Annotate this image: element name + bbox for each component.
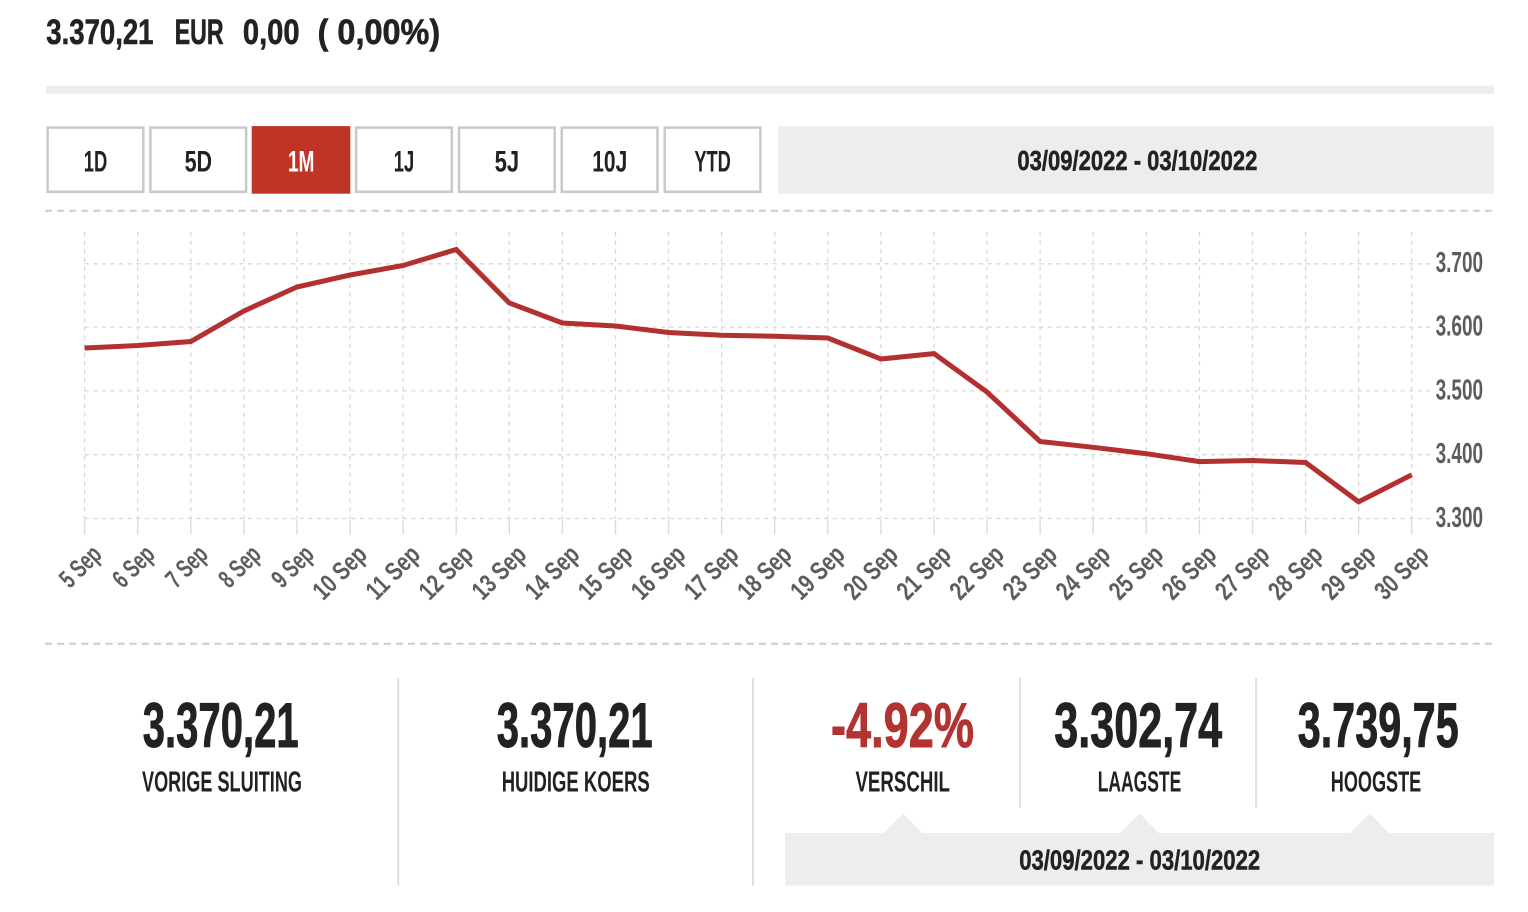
svg-text:21 Sep: 21 Sep — [890, 539, 956, 605]
svg-text:20 Sep: 20 Sep — [837, 539, 903, 605]
svg-text:3.300: 3.300 — [1436, 502, 1484, 534]
svg-text:8 Sep: 8 Sep — [212, 539, 266, 593]
svg-text:13 Sep: 13 Sep — [466, 539, 532, 605]
svg-text:1M: 1M — [288, 146, 315, 179]
svg-text:VORIGE SLUITING: VORIGE SLUITING — [142, 767, 302, 799]
svg-text:VERSCHIL: VERSCHIL — [855, 767, 950, 799]
svg-text:3.370,21: 3.370,21 — [497, 691, 653, 761]
svg-text:23 Sep: 23 Sep — [996, 539, 1062, 605]
svg-text:3.700: 3.700 — [1436, 247, 1484, 279]
svg-text:3.302,74: 3.302,74 — [1054, 691, 1222, 761]
svg-text:29 Sep: 29 Sep — [1315, 539, 1381, 605]
svg-text:18 Sep: 18 Sep — [731, 539, 797, 605]
svg-text:30 Sep: 30 Sep — [1368, 539, 1434, 605]
svg-text:3.370,21: 3.370,21 — [46, 13, 153, 52]
svg-text:11 Sep: 11 Sep — [359, 539, 425, 605]
svg-text:YTD: YTD — [694, 146, 731, 179]
svg-text:26 Sep: 26 Sep — [1156, 539, 1222, 605]
svg-text:19 Sep: 19 Sep — [784, 539, 850, 605]
svg-text:28 Sep: 28 Sep — [1262, 539, 1328, 605]
svg-text:LAAGSTE: LAAGSTE — [1098, 767, 1182, 799]
svg-text:7 Sep: 7 Sep — [159, 539, 213, 593]
svg-text:1D: 1D — [84, 146, 108, 179]
svg-text:3.600: 3.600 — [1436, 311, 1484, 343]
svg-text:17 Sep: 17 Sep — [678, 539, 744, 605]
svg-text:03/09/2022 - 03/10/2022: 03/09/2022 - 03/10/2022 — [1019, 845, 1260, 876]
svg-text:6 Sep: 6 Sep — [106, 539, 160, 593]
svg-text:3.500: 3.500 — [1436, 374, 1484, 406]
svg-text:5 Sep: 5 Sep — [53, 539, 107, 593]
svg-text:3.400: 3.400 — [1436, 438, 1484, 470]
svg-text:12 Sep: 12 Sep — [412, 539, 478, 605]
svg-text:1J: 1J — [394, 146, 415, 179]
svg-text:( 0,00%): ( 0,00%) — [318, 13, 441, 52]
svg-text:27 Sep: 27 Sep — [1209, 539, 1275, 605]
svg-text:16 Sep: 16 Sep — [625, 539, 691, 605]
svg-text:EUR: EUR — [175, 13, 224, 52]
svg-text:0,00: 0,00 — [243, 13, 300, 52]
svg-text:5J: 5J — [495, 146, 520, 179]
svg-text:3.370,21: 3.370,21 — [143, 691, 299, 761]
svg-text:03/09/2022 - 03/10/2022: 03/09/2022 - 03/10/2022 — [1017, 145, 1257, 176]
svg-text:22 Sep: 22 Sep — [943, 539, 1009, 605]
svg-text:5D: 5D — [185, 146, 213, 179]
svg-text:15 Sep: 15 Sep — [572, 539, 638, 605]
svg-text:-4.92%: -4.92% — [831, 691, 974, 761]
svg-text:HUIDIGE KOERS: HUIDIGE KOERS — [502, 767, 650, 799]
svg-text:25 Sep: 25 Sep — [1103, 539, 1169, 605]
svg-text:24 Sep: 24 Sep — [1049, 539, 1115, 605]
svg-text:10 Sep: 10 Sep — [306, 539, 372, 605]
svg-text:14 Sep: 14 Sep — [519, 539, 585, 605]
svg-text:10J: 10J — [592, 146, 627, 179]
svg-text:HOOGSTE: HOOGSTE — [1331, 767, 1422, 799]
svg-text:3.739,75: 3.739,75 — [1298, 691, 1459, 761]
